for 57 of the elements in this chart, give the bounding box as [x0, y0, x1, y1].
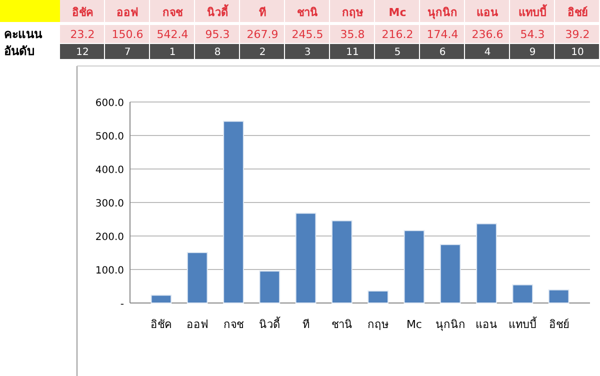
x-tick-label: นิวดี้	[259, 316, 282, 331]
text: 174.4	[426, 28, 458, 41]
text: 12	[76, 47, 89, 58]
x-tick-label: แทบบี้	[508, 316, 538, 331]
x-tick-label: Mc	[406, 318, 422, 331]
text: 35.8	[340, 28, 365, 41]
x-tick-label: ชานิ	[331, 318, 352, 331]
y-tick-label: 100.0	[95, 266, 124, 276]
x-tick-label: อิชย์	[548, 318, 569, 331]
text: 11	[346, 47, 359, 58]
y-tick-label: -	[120, 299, 124, 310]
text: 7	[124, 47, 131, 58]
text: 267.9	[246, 28, 278, 41]
category-label: อิชย์	[568, 6, 588, 19]
y-tick-label: 600.0	[95, 98, 124, 109]
text: 4	[484, 47, 491, 58]
text: 5	[394, 47, 401, 58]
text: 542.4	[156, 28, 188, 41]
x-tick-label: กจช	[223, 318, 244, 331]
category-label: ชานิ	[297, 6, 318, 19]
text: 6	[439, 47, 446, 58]
text: 23.2	[70, 28, 95, 41]
category-label: นุกนิก	[428, 6, 458, 19]
text: คะแนน	[4, 27, 43, 41]
category-label: ที	[259, 6, 266, 19]
category-label: นิวดี้	[207, 6, 228, 19]
y-tick-label: 300.0	[95, 198, 124, 210]
y-tick-label: 400.0	[95, 165, 124, 176]
x-tick-label: ที	[302, 318, 310, 331]
category-label: อิชัค	[72, 6, 93, 19]
text: 10	[571, 47, 584, 58]
category-label: กจช	[162, 6, 182, 19]
x-tick-label: อิชัค	[150, 318, 172, 331]
category-label: กฤษ	[342, 6, 363, 19]
text: 95.3	[205, 28, 230, 41]
y-tick-label: 500.0	[95, 132, 124, 142]
category-label: แทบบี้	[518, 6, 546, 19]
text: 2	[259, 47, 266, 58]
text: 1	[169, 47, 176, 58]
text: 236.6	[472, 28, 504, 41]
x-tick-label: ออฟ	[186, 318, 208, 331]
x-tick-label: กฤษ	[368, 318, 389, 331]
text: 9	[529, 47, 536, 58]
x-tick-label: แอน	[476, 318, 498, 331]
text: 3	[304, 47, 311, 58]
category-label: Mc	[388, 6, 406, 19]
category-label: แอน	[476, 6, 498, 19]
text: 54.3	[520, 28, 545, 41]
x-tick-label: นุกนิก	[435, 318, 466, 331]
text: 150.6	[112, 28, 144, 41]
text: 216.2	[382, 28, 414, 41]
text: อันดับ	[4, 44, 35, 58]
text: 39.2	[565, 28, 590, 41]
text: 8	[214, 47, 221, 58]
text: 245.5	[292, 28, 324, 41]
y-tick-label: 200.0	[95, 232, 124, 243]
category-label: ออฟ	[116, 6, 138, 19]
